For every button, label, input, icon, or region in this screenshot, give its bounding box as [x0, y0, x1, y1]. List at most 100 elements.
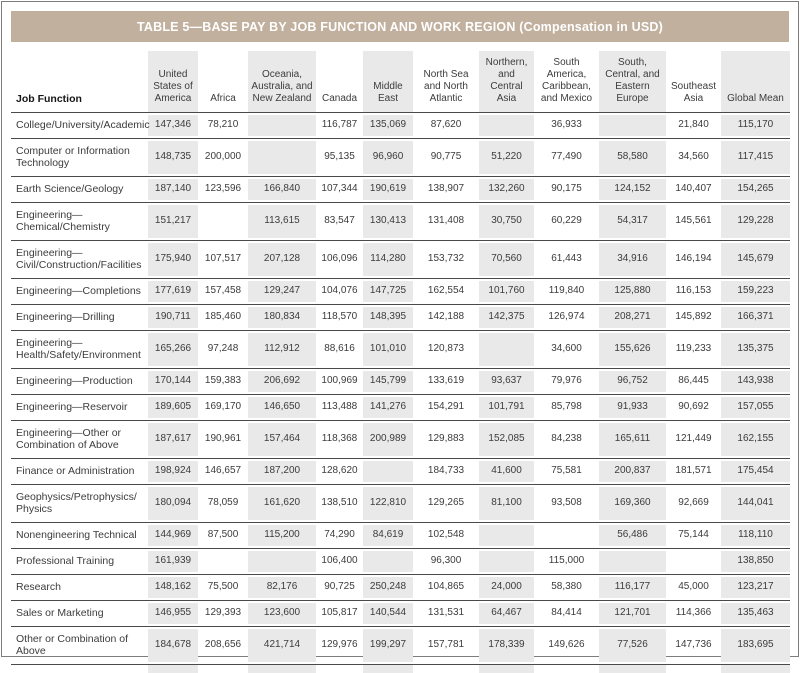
table-row: Engineering—Completions 177,619 157,458 129… — [11, 278, 790, 305]
cell-value: 166,371 — [721, 304, 790, 331]
table-row: Engineering—Reservoir 189,605 169,170 146,6… — [11, 394, 790, 421]
table-row: College/University/Academic 147,346 78,210… — [11, 112, 790, 139]
cell-value: 180,834 — [248, 304, 316, 331]
cell-value — [248, 548, 316, 575]
cell-value: 198,924 — [148, 458, 198, 485]
footer-stripe-cell — [721, 664, 790, 673]
cell-value: 123,600 — [248, 600, 316, 627]
cell-value — [479, 548, 534, 575]
cell-value: 45,000 — [666, 574, 721, 601]
cell-value: 125,880 — [599, 278, 666, 305]
cell-value: 148,395 — [363, 304, 413, 331]
cell-value: 121,701 — [599, 600, 666, 627]
cell-value: 119,233 — [666, 330, 721, 369]
cell-value: 181,571 — [666, 458, 721, 485]
cell-value: 118,368 — [316, 420, 363, 459]
cell-value: 77,490 — [534, 138, 599, 177]
cell-value: 177,619 — [148, 278, 198, 305]
cell-value: 84,414 — [534, 600, 599, 627]
cell-value: 149,626 — [534, 626, 599, 665]
table-body: College/University/Academic 147,346 78,210… — [11, 112, 790, 673]
cell-value: 75,581 — [534, 458, 599, 485]
cell-value: 112,912 — [248, 330, 316, 369]
cell-value: 78,210 — [198, 112, 248, 139]
cell-value: 84,619 — [363, 522, 413, 549]
cell-value: 208,656 — [198, 626, 248, 665]
cell-value: 155,626 — [599, 330, 666, 369]
column-header: South, Central, and Eastern Europe — [599, 46, 666, 113]
cell-value: 169,360 — [599, 484, 666, 523]
job-function-header: Job Function — [11, 46, 148, 113]
cell-value: 104,076 — [316, 278, 363, 305]
table-row: Engineering—Production 170,144 159,383 206,… — [11, 368, 790, 395]
cell-value: 91,933 — [599, 394, 666, 421]
row-label: Engineering—Production — [11, 368, 148, 395]
cell-value: 77,526 — [599, 626, 666, 665]
cell-value: 190,619 — [363, 176, 413, 203]
table-row: Engineering— Health/Safety/Environment 16… — [11, 330, 790, 369]
table-title: TABLE 5—BASE PAY BY JOB FUNCTION AND WOR… — [11, 11, 789, 42]
cell-value: 132,260 — [479, 176, 534, 203]
row-label: Nonengineering Technical — [11, 522, 148, 549]
cell-value: 166,840 — [248, 176, 316, 203]
column-header: Southeast Asia — [666, 46, 721, 113]
cell-value: 208,271 — [599, 304, 666, 331]
cell-value: 101,791 — [479, 394, 534, 421]
cell-value: 187,140 — [148, 176, 198, 203]
cell-value: 145,561 — [666, 202, 721, 241]
cell-value: 118,110 — [721, 522, 790, 549]
cell-value: 113,488 — [316, 394, 363, 421]
column-header: United States of America — [148, 46, 198, 113]
column-header: South America, Caribbean, and Mexico — [534, 46, 599, 113]
column-header: Northern, and Central Asia — [479, 46, 534, 113]
cell-value: 106,400 — [316, 548, 363, 575]
cell-value: 58,380 — [534, 574, 599, 601]
cell-value: 96,960 — [363, 138, 413, 177]
footer-stripe-cell — [316, 664, 363, 673]
cell-value: 97,248 — [198, 330, 248, 369]
cell-value: 159,383 — [198, 368, 248, 395]
cell-value: 64,467 — [479, 600, 534, 627]
footer-stripe-cell — [599, 664, 666, 673]
cell-value: 200,000 — [198, 138, 248, 177]
cell-value: 74,290 — [316, 522, 363, 549]
footer-stripe-cell — [413, 664, 479, 673]
cell-value: 81,100 — [479, 484, 534, 523]
cell-value: 135,463 — [721, 600, 790, 627]
row-label: Other or Combination of Above — [11, 626, 148, 665]
footer-stripe-cell — [148, 664, 198, 673]
cell-value: 199,297 — [363, 626, 413, 665]
table-row: Nonengineering Technical 144,969 87,500 115… — [11, 522, 790, 549]
cell-value: 78,059 — [198, 484, 248, 523]
cell-value: 165,611 — [599, 420, 666, 459]
cell-value — [198, 548, 248, 575]
cell-value: 183,695 — [721, 626, 790, 665]
footer-stripe-cell — [248, 664, 316, 673]
cell-value: 113,615 — [248, 202, 316, 241]
cell-value: 107,344 — [316, 176, 363, 203]
cell-value: 87,500 — [198, 522, 248, 549]
footer-stripe-cell — [363, 664, 413, 673]
cell-value: 162,155 — [721, 420, 790, 459]
cell-value: 144,041 — [721, 484, 790, 523]
cell-value: 116,787 — [316, 112, 363, 139]
cell-value: 190,711 — [148, 304, 198, 331]
cell-value: 102,548 — [413, 522, 479, 549]
cell-value: 87,620 — [413, 112, 479, 139]
cell-value: 86,445 — [666, 368, 721, 395]
cell-value: 121,449 — [666, 420, 721, 459]
cell-value: 142,188 — [413, 304, 479, 331]
cell-value: 124,152 — [599, 176, 666, 203]
table-row: Professional Training 161,939 106,400 96,30… — [11, 548, 790, 575]
cell-value: 143,938 — [721, 368, 790, 395]
cell-value: 200,837 — [599, 458, 666, 485]
cell-value: 148,162 — [148, 574, 198, 601]
cell-value: 144,969 — [148, 522, 198, 549]
cell-value: 129,393 — [198, 600, 248, 627]
column-header: North Sea and North Atlantic — [413, 46, 479, 113]
cell-value: 157,781 — [413, 626, 479, 665]
table-row: Earth Science/Geology 187,140 123,596 166,8… — [11, 176, 790, 203]
cell-value: 115,170 — [721, 112, 790, 139]
cell-value: 154,291 — [413, 394, 479, 421]
cell-value: 82,176 — [248, 574, 316, 601]
